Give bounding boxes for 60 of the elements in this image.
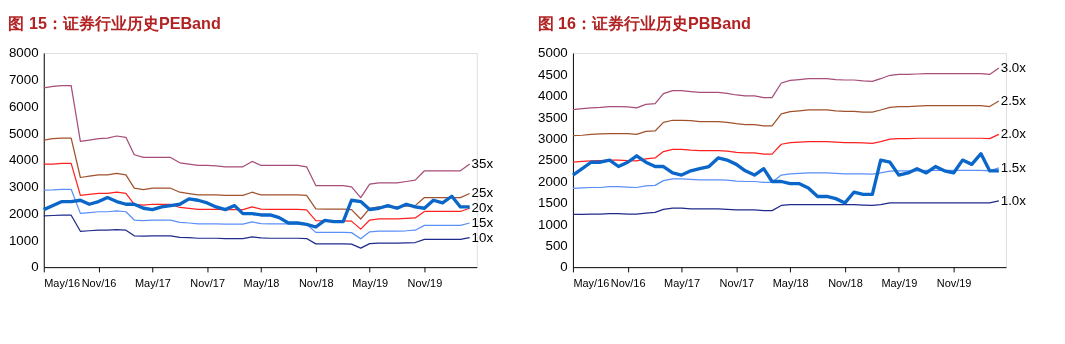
x-tick-label: May/16: [573, 276, 610, 289]
series-label: 2.0x: [1000, 126, 1027, 142]
y-tick-label: 4000: [8, 152, 39, 168]
series-label: 2.5x: [1000, 92, 1027, 108]
y-tick-label: 3500: [538, 109, 568, 125]
x-tick-label: May/16: [44, 276, 81, 289]
line-series: [42, 194, 472, 229]
series-label: 3.0x: [1000, 59, 1027, 75]
y-tick-label: 3000: [538, 130, 568, 146]
y-tick-label: 500: [545, 238, 568, 254]
y-tick-label: 4000: [538, 88, 568, 104]
y-tick-label: 2000: [8, 205, 39, 221]
y-tick-label: 4500: [538, 66, 568, 82]
line-series: [43, 162, 471, 230]
y-tick-label: 5000: [538, 45, 568, 61]
y-tick-label: 2000: [538, 173, 568, 189]
x-tick-label: Nov/19: [407, 276, 443, 289]
y-tick-label: 6000: [8, 98, 39, 114]
x-tick-label: May/17: [664, 276, 700, 289]
x-tick-label: May/18: [772, 276, 809, 289]
y-tick-label: 0: [560, 259, 568, 275]
y-tick-label: 1500: [538, 195, 568, 211]
series-label: 20x: [471, 200, 494, 216]
series-label: 15x: [471, 214, 494, 230]
x-tick-label: Nov/17: [190, 276, 225, 289]
y-tick-label: 0: [31, 259, 39, 275]
x-tick-label: Nov/16: [81, 276, 117, 289]
x-tick-label: Nov/18: [298, 276, 334, 289]
line-series: [43, 85, 471, 199]
x-tick-label: May/19: [352, 276, 389, 289]
line-series: [43, 137, 471, 220]
chart-title: 图 16：证券行业历史PBBand: [537, 14, 751, 33]
x-tick-label: May/17: [134, 276, 171, 289]
series-label: 25x: [471, 185, 494, 201]
series-label: 1.0x: [1000, 192, 1027, 208]
line-series: [43, 214, 471, 249]
x-tick-label: Nov/16: [610, 276, 646, 289]
x-tick-label: May/18: [243, 276, 280, 289]
line-series: [572, 167, 1000, 189]
chart-title: 图 15：证券行业历史PEBand: [8, 14, 221, 33]
x-tick-label: May/19: [881, 276, 918, 289]
series-label: 1.5x: [1000, 159, 1027, 175]
line-series: [572, 100, 1000, 137]
y-tick-label: 5000: [8, 125, 39, 141]
x-tick-label: Nov/17: [719, 276, 755, 289]
x-tick-label: Nov/19: [936, 276, 972, 289]
line-series: [572, 67, 1000, 111]
series-label: 10x: [471, 229, 494, 245]
line-series: [572, 200, 1000, 216]
y-tick-label: 2500: [538, 152, 568, 168]
line-series: [43, 188, 471, 240]
y-tick-label: 8000: [8, 45, 39, 61]
y-tick-label: 7000: [8, 72, 39, 88]
y-tick-label: 1000: [8, 232, 39, 248]
x-tick-label: Nov/18: [828, 276, 863, 289]
line-series: [571, 152, 1001, 205]
series-label: 35x: [471, 155, 494, 171]
y-tick-label: 3000: [8, 179, 39, 195]
y-tick-label: 1000: [538, 216, 568, 232]
line-series: [572, 133, 1000, 163]
